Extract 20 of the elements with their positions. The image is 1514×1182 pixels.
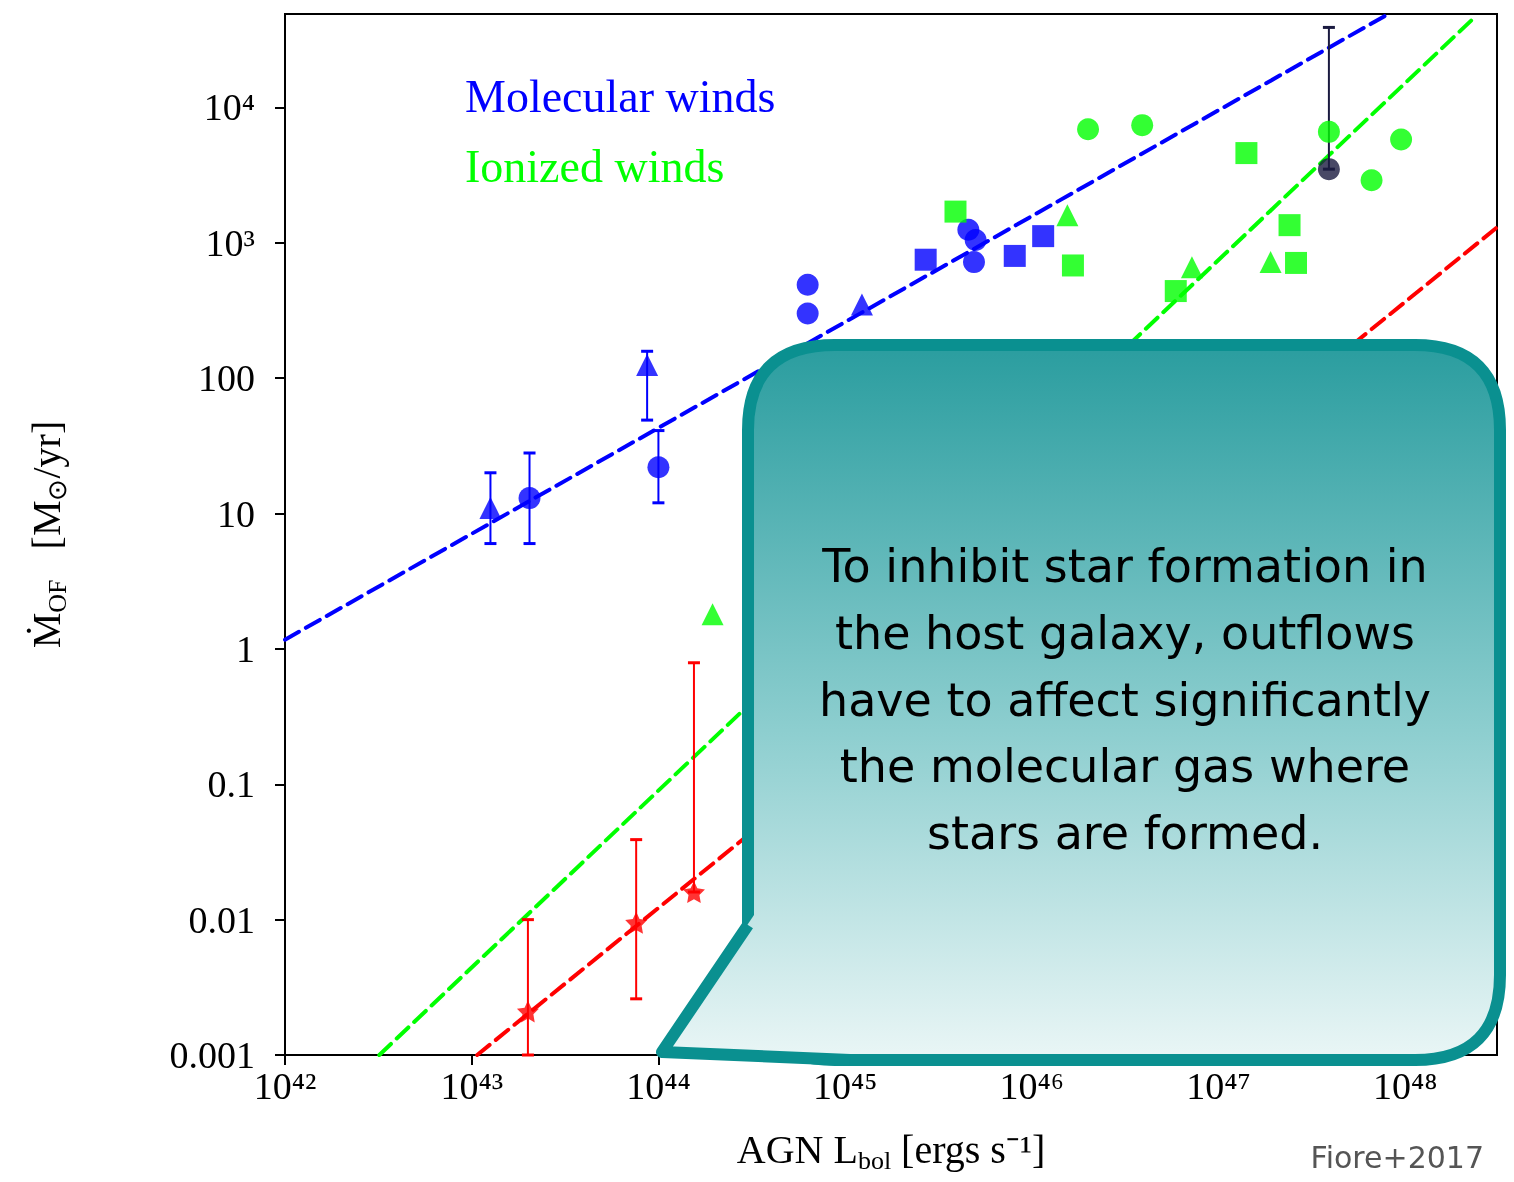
text: Fiore+2017 [1310, 1140, 1484, 1175]
text: Molecular winds [465, 70, 776, 122]
y-tick-label: 0.1 [207, 763, 255, 806]
x-tick-label: 10⁴⁷ [1186, 1065, 1251, 1107]
y-tick-label: 0.001 [169, 1034, 255, 1076]
text: Ionized winds [465, 140, 725, 192]
x-tick-label: 10⁴³ [440, 1065, 504, 1107]
x-tick-label: 10⁴⁴ [626, 1065, 691, 1107]
x-tick-label: 10⁴² [253, 1065, 317, 1107]
y-tick-label: 0.01 [188, 898, 255, 941]
x-tick-label: 10⁴⁵ [812, 1065, 878, 1107]
annotation: To inhibit star formation in the host galaxy, outflows have to affect significantly the molecular gas where stars are formed. [818, 538, 1432, 863]
y-axis-title: ṀOF [M⊙/yr] [23, 420, 72, 649]
y-tick-label: 10 [217, 492, 255, 535]
y-tick-label: 100 [198, 357, 255, 400]
y-tick-label: 10⁴ [203, 86, 255, 129]
y-tick-label: 1 [236, 627, 255, 670]
y-tick-label: 10³ [205, 221, 255, 264]
x-tick-label: 10⁴⁶ [999, 1065, 1065, 1107]
x-tick-label: 10⁴⁸ [1373, 1065, 1438, 1107]
